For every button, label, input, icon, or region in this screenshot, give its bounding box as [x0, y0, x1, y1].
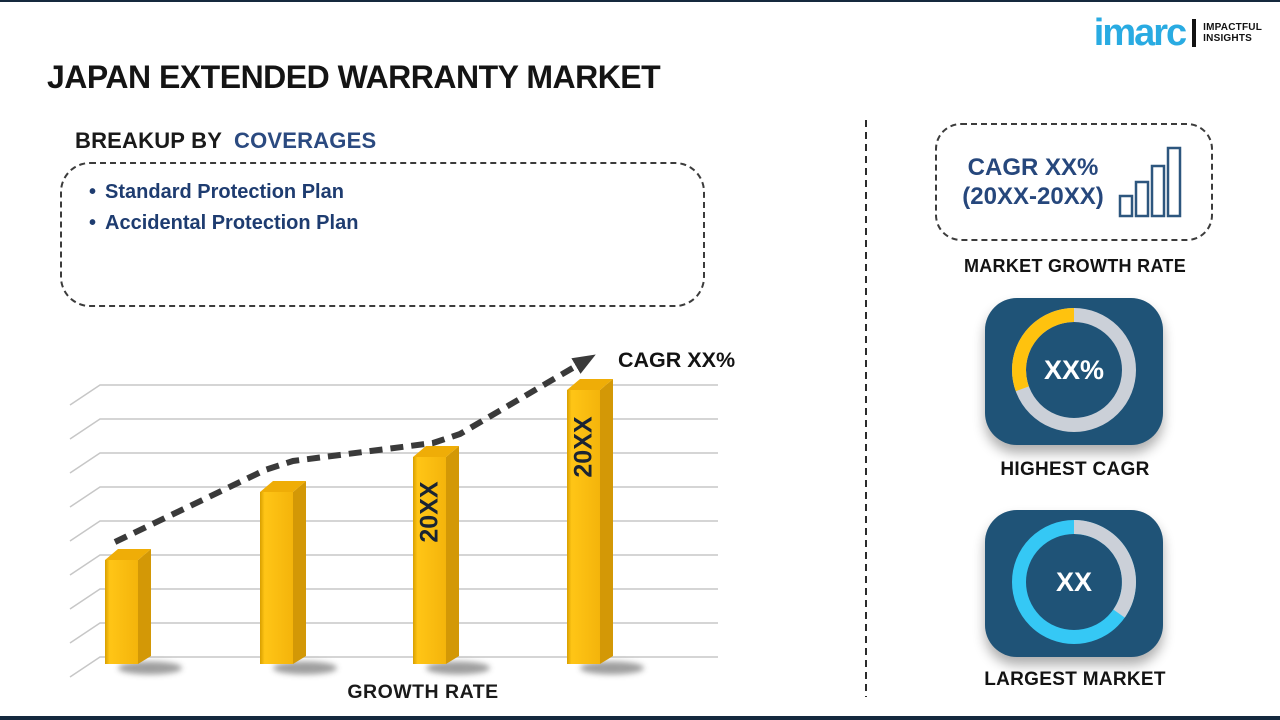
bar-2: [260, 481, 306, 664]
market-growth-rate-label: MARKET GROWTH RATE: [963, 256, 1187, 276]
highest-cagr-label: HIGHEST CAGR: [1000, 459, 1150, 480]
cagr-box-text: CAGR XX% (20XX-20XX): [962, 153, 1103, 211]
logo-tagline-line2: INSIGHTS: [1203, 33, 1252, 44]
cagr-box-line2: (20XX-20XX): [962, 183, 1104, 210]
bar-shadows: [118, 661, 644, 675]
cagr-annotation: CAGR XX%: [618, 348, 735, 372]
page-title: JAPAN EXTENDED WARRANTY MARKET: [47, 59, 661, 95]
cagr-box: CAGR XX% (20XX-20XX): [935, 123, 1213, 241]
bar-4-label: 20XX: [570, 416, 598, 477]
highest-cagr-card: XX%: [985, 298, 1163, 445]
imarc-brand-text: imarc: [1093, 12, 1187, 54]
bar-chart-icon: [1118, 146, 1181, 218]
growth-rate-chart: 20XX 20XX CAGR XX% GROWTH RATE: [69, 348, 735, 703]
logo-tagline-line1: IMPACTFUL: [1203, 21, 1262, 33]
highest-cagr-donut: XX%: [1012, 308, 1136, 432]
breakup-heading: BREAKUP BY COVERAGES: [75, 128, 376, 154]
logo-tagline: IMPACTFUL INSIGHTS: [1203, 22, 1262, 45]
logo-divider-bar: [1192, 19, 1197, 47]
bar-1: [105, 549, 151, 664]
coverage-item: Standard Protection Plan: [89, 177, 691, 208]
cagr-box-line1: CAGR XX%: [967, 154, 1099, 181]
bar-3-label: 20XX: [416, 481, 444, 542]
breakup-heading-prefix: BREAKUP BY: [75, 128, 222, 153]
largest-market-label: LARGEST MARKET: [984, 669, 1166, 690]
imarc-logo: imarc IMPACTFUL INSIGHTS: [1093, 12, 1262, 54]
highest-cagr-value: XX%: [1044, 355, 1104, 385]
coverage-item: Accidental Protection Plan: [89, 208, 691, 239]
cagr-trend-arrow: [113, 354, 596, 545]
largest-market-donut: XX: [1012, 520, 1136, 644]
bar-3: 20XX: [413, 446, 459, 664]
coverages-box: Standard Protection Plan Accidental Prot…: [60, 162, 705, 307]
chart-xlabel: GROWTH RATE: [347, 681, 498, 703]
breakup-heading-highlight: COVERAGES: [233, 128, 377, 153]
chart-gridlines: [69, 384, 718, 678]
section-divider: [865, 120, 867, 697]
largest-market-value: XX: [1056, 567, 1092, 597]
bar-4: 20XX: [567, 379, 613, 664]
largest-market-card: XX: [985, 510, 1163, 657]
